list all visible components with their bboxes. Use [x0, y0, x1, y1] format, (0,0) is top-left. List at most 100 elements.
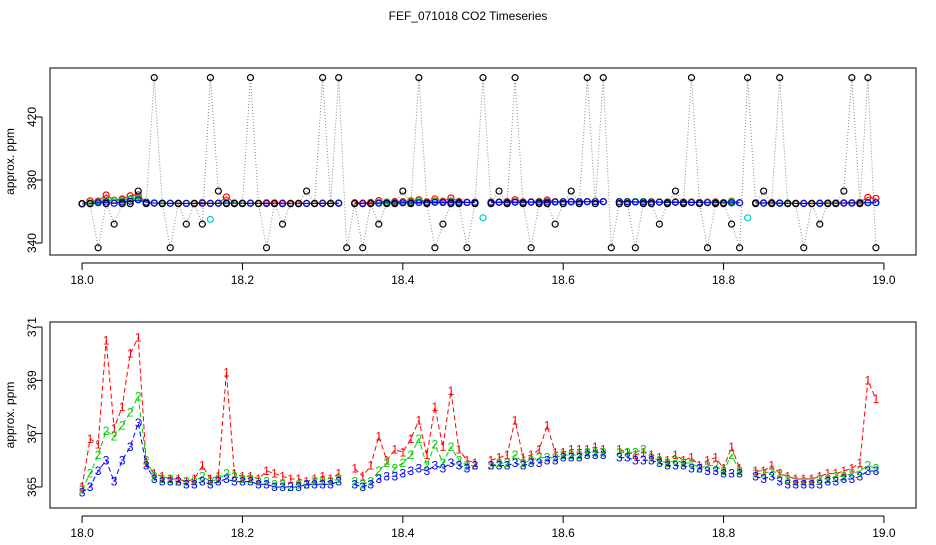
point-symbol: 1 — [736, 461, 743, 475]
point-symbol: 2 — [375, 464, 382, 478]
point-symbol: 2 — [263, 475, 270, 489]
point-symbol: 2 — [432, 437, 439, 451]
point — [872, 199, 880, 207]
point-symbol: 3 — [520, 459, 527, 473]
point-symbol: 3 — [335, 475, 342, 489]
point-symbol: 2 — [319, 475, 326, 489]
point-symbol: 1 — [367, 459, 374, 473]
point — [311, 200, 319, 208]
point — [102, 200, 110, 208]
point-symbol: 1 — [560, 445, 567, 459]
point-symbol: 1 — [295, 472, 302, 486]
point-symbol: 3 — [568, 451, 575, 465]
x-tick-label: 18.0 — [70, 273, 94, 287]
point-symbol: 1 — [151, 467, 158, 481]
point-symbol: 3 — [191, 477, 198, 491]
point-symbol: 1 — [728, 440, 735, 454]
y-axis-label: approx. ppm — [3, 382, 17, 449]
point — [631, 198, 639, 206]
point-symbol: 2 — [359, 477, 366, 491]
point-symbol: 2 — [191, 475, 198, 489]
point-symbol: 1 — [215, 469, 222, 483]
point-symbol: 2 — [576, 448, 583, 462]
point-symbol: 1 — [720, 461, 727, 475]
point — [631, 244, 639, 252]
point-symbol: 2 — [127, 405, 134, 419]
point-symbol: 1 — [231, 467, 238, 481]
point-symbol: 3 — [873, 464, 880, 478]
point-symbol: 1 — [239, 469, 246, 483]
point-symbol: 1 — [488, 453, 495, 467]
point — [744, 214, 752, 222]
point — [776, 74, 784, 82]
point — [431, 198, 439, 206]
point — [800, 199, 808, 208]
point-symbol: 2 — [873, 461, 880, 475]
point-symbol: 1 — [448, 384, 455, 398]
x-tick-label: 18.6 — [552, 273, 576, 287]
point — [703, 199, 712, 207]
point-symbol: 3 — [857, 469, 864, 483]
point-symbol: 3 — [840, 472, 847, 486]
point — [567, 187, 575, 195]
point — [856, 200, 864, 208]
series-line — [81, 421, 876, 493]
series-line — [82, 199, 876, 205]
point-symbol: 2 — [367, 475, 374, 489]
point — [102, 191, 110, 199]
point — [150, 74, 158, 82]
point — [415, 198, 423, 207]
point-symbol: 3 — [255, 477, 262, 491]
point-symbol: 2 — [512, 448, 519, 462]
point-symbol: 3 — [648, 453, 655, 467]
point-symbol: 2 — [295, 477, 302, 491]
point-symbol: 1 — [464, 453, 471, 467]
point-symbol: 3 — [95, 464, 102, 478]
point — [254, 200, 263, 208]
point — [695, 200, 704, 208]
point — [439, 198, 447, 207]
point — [423, 200, 431, 208]
point-symbol: 3 — [832, 475, 839, 489]
point — [655, 220, 664, 228]
point-symbol: 1 — [111, 421, 118, 435]
point-symbol: 1 — [87, 432, 94, 446]
point — [206, 74, 214, 82]
point-symbol: 3 — [399, 467, 406, 481]
point-symbol: 1 — [95, 437, 102, 451]
point — [463, 244, 471, 252]
point-symbol: 3 — [792, 477, 799, 491]
point — [760, 199, 768, 207]
point-symbol: 2 — [239, 472, 246, 486]
point-symbol: 2 — [247, 472, 254, 486]
x-tick-label: 18.2 — [231, 273, 255, 287]
x-tick-label: 18.8 — [712, 273, 736, 287]
point-symbol: 1 — [496, 451, 503, 465]
series-line — [81, 394, 877, 490]
point — [246, 199, 255, 207]
point-symbol: 2 — [167, 472, 174, 486]
x-tick-label: 18.2 — [231, 526, 255, 540]
point-symbol: 2 — [119, 419, 126, 433]
point — [511, 198, 519, 206]
point — [230, 200, 239, 208]
point — [439, 220, 447, 228]
point-symbol: 3 — [271, 480, 278, 494]
point-symbol: 1 — [359, 469, 366, 483]
point-symbol: 1 — [119, 400, 126, 414]
point-symbol: 3 — [736, 467, 743, 481]
point — [182, 199, 190, 208]
point — [302, 187, 311, 195]
point — [262, 199, 271, 208]
point-symbol: 2 — [857, 464, 864, 478]
point-symbol: 3 — [688, 461, 695, 475]
y-tick-label: 420 — [25, 107, 39, 127]
point-symbol: 1 — [191, 472, 198, 486]
plot-frame — [49, 321, 917, 509]
point — [752, 200, 760, 208]
x-tick-label: 18.4 — [391, 526, 415, 540]
point-symbol: 2 — [544, 451, 551, 465]
point-symbol: 2 — [536, 451, 543, 465]
point — [86, 200, 94, 208]
point-symbol: 3 — [207, 477, 214, 491]
